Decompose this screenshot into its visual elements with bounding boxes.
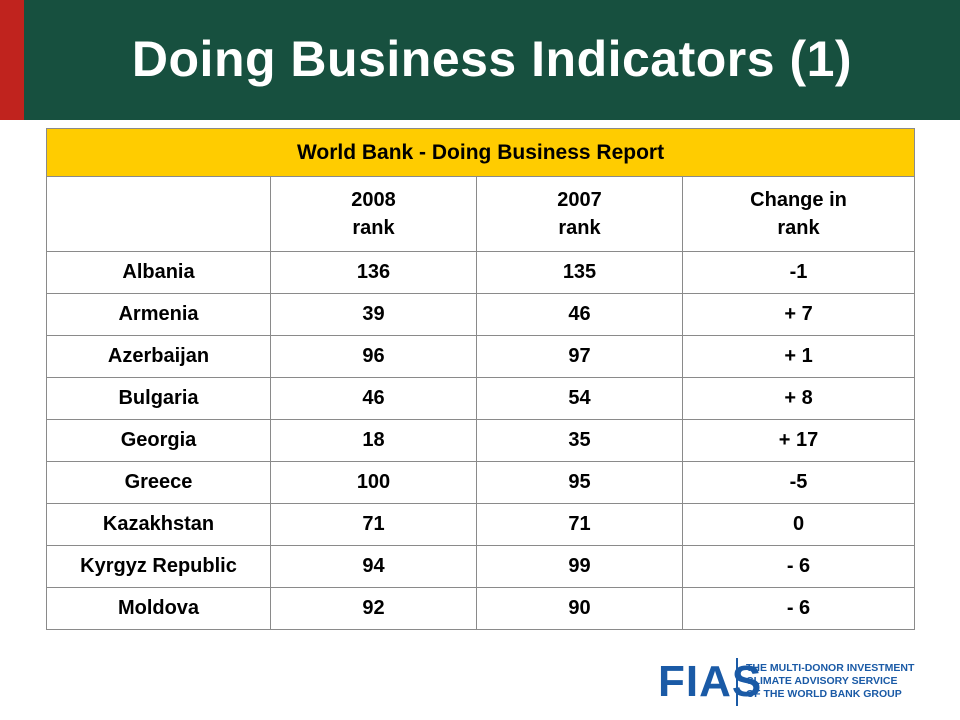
rank-2007-cell: 35	[476, 419, 683, 462]
rank-2007-cell: 97	[476, 335, 683, 378]
change-in-rank-cell: + 1	[681, 335, 916, 378]
accent-strip	[0, 0, 24, 120]
rank-2008-cell: 136	[270, 251, 477, 294]
table-row: Kazakhstan 71 71 0	[46, 503, 916, 546]
fias-logo: FIAS THE MULTI-DONOR INVESTMENT CLIMATE …	[658, 656, 938, 708]
header-2007-rank: 2007 rank	[476, 176, 683, 252]
rank-2008-cell: 46	[270, 377, 477, 420]
change-in-rank-cell: + 8	[681, 377, 916, 420]
change-in-rank-cell: -1	[681, 251, 916, 294]
change-in-rank-cell: + 7	[681, 293, 916, 336]
rank-2008-cell: 39	[270, 293, 477, 336]
rank-2007-cell: 54	[476, 377, 683, 420]
change-in-rank-cell: - 6	[681, 545, 916, 588]
header-change-line2: rank	[777, 217, 820, 239]
country-cell: Armenia	[46, 293, 271, 336]
tagline-line-3: OF THE WORLD BANK GROUP	[746, 688, 902, 700]
change-in-rank-cell: -5	[681, 461, 916, 504]
rank-2008-cell: 100	[270, 461, 477, 504]
table-caption-row: World Bank - Doing Business Report	[45, 128, 916, 177]
header-country	[46, 176, 271, 252]
rank-2007-cell: 71	[476, 503, 683, 546]
rank-2008-cell: 96	[270, 335, 477, 378]
rank-2007-cell: 90	[476, 587, 683, 630]
country-cell: Albania	[46, 251, 271, 294]
rank-2008-cell: 94	[270, 545, 477, 588]
logo-divider	[736, 658, 738, 706]
country-cell: Moldova	[46, 587, 271, 630]
header-2007-rank-line2: rank	[558, 217, 601, 239]
rank-2007-cell: 99	[476, 545, 683, 588]
country-cell: Azerbaijan	[46, 335, 271, 378]
header-change-line1: Change in	[750, 189, 847, 211]
change-in-rank-cell: - 6	[681, 587, 916, 630]
fias-tagline: THE MULTI-DONOR INVESTMENT CLIMATE ADVIS…	[746, 662, 946, 701]
rank-2007-cell: 95	[476, 461, 683, 504]
header-2007-rank-line1: 2007	[557, 189, 602, 211]
doing-business-table: World Bank - Doing Business Report 2008 …	[45, 128, 916, 630]
header-bar	[0, 0, 960, 120]
header-2008-rank-line2: rank	[352, 217, 395, 239]
country-cell: Bulgaria	[46, 377, 271, 420]
table-row: Albania 136 135 -1	[46, 251, 916, 294]
change-in-rank-cell: + 17	[681, 419, 916, 462]
country-cell: Kazakhstan	[46, 503, 271, 546]
fias-logo-text: FIAS	[658, 657, 763, 706]
header-change-in-rank: Change in rank	[681, 176, 916, 252]
table-row: Armenia 39 46 + 7	[46, 293, 916, 336]
country-cell: Georgia	[46, 419, 271, 462]
country-cell: Greece	[46, 461, 271, 504]
slide-title: Doing Business Indicators (1)	[131, 31, 853, 87]
rank-2008-cell: 18	[270, 419, 477, 462]
tagline-line-2: CLIMATE ADVISORY SERVICE	[746, 675, 898, 687]
table-row: Kyrgyz Republic 94 99- 6	[46, 545, 916, 588]
table-caption: World Bank - Doing Business Report	[45, 128, 916, 177]
column-header-row: 2008 rank 2007 rank Change in rank	[46, 176, 916, 252]
header-2008-rank-line1: 2008	[351, 189, 396, 211]
tagline-line-1: THE MULTI-DONOR INVESTMENT	[746, 662, 915, 674]
rank-2007-cell: 46	[476, 293, 683, 336]
table-row: Greece 100 95 -5	[46, 461, 916, 504]
header-2008-rank: 2008 rank	[270, 176, 477, 252]
table-row: Azerbaijan 96 97 + 1	[46, 335, 916, 378]
table-row: Moldova 92 90- 6	[46, 587, 916, 630]
table-row: Bulgaria 46 54 + 8	[46, 377, 916, 420]
change-in-rank-cell: 0	[681, 503, 916, 546]
rank-2007-cell: 135	[476, 251, 683, 294]
country-cell: Kyrgyz Republic	[46, 545, 271, 588]
table-row: Georgia 18 35 + 17	[46, 419, 916, 462]
rank-2008-cell: 92	[270, 587, 477, 630]
rank-2008-cell: 71	[270, 503, 477, 546]
